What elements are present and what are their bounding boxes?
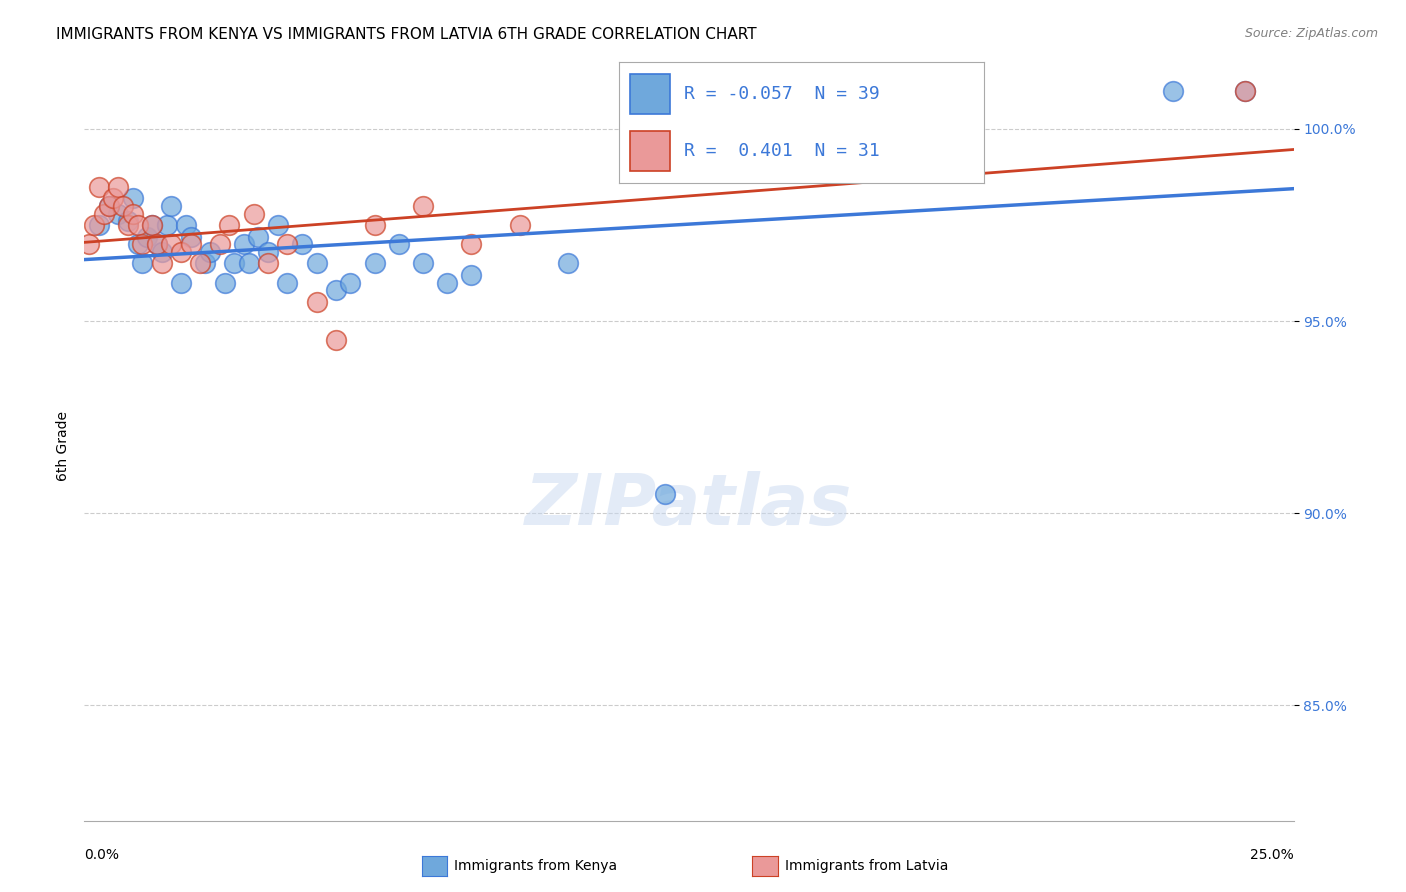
Point: [146, 237, 169, 252]
Point: [214, 276, 236, 290]
Point: [160, 237, 183, 252]
Point: [107, 206, 129, 220]
Point: [339, 276, 361, 290]
Point: [121, 206, 143, 220]
Point: [363, 218, 385, 232]
Y-axis label: 6th Grade: 6th Grade: [56, 411, 70, 481]
Point: [103, 191, 125, 205]
Point: [170, 276, 193, 290]
Point: [208, 237, 231, 252]
Point: [131, 237, 153, 252]
Point: [155, 218, 177, 232]
Point: [127, 237, 149, 252]
Point: [141, 218, 163, 232]
Bar: [630, 131, 669, 171]
Point: [388, 237, 411, 252]
Point: [218, 218, 240, 232]
Point: [654, 487, 676, 501]
Point: [190, 256, 212, 270]
Point: [436, 276, 458, 290]
Point: [557, 256, 579, 270]
Point: [83, 218, 105, 232]
Point: [305, 294, 328, 309]
Point: [238, 256, 260, 270]
Point: [141, 218, 163, 232]
Point: [1234, 84, 1257, 98]
Point: [87, 218, 110, 232]
Point: [136, 229, 159, 244]
Text: Immigrants from Latvia: Immigrants from Latvia: [785, 859, 948, 873]
Point: [150, 244, 173, 259]
Point: [87, 179, 110, 194]
Point: [77, 237, 100, 252]
Point: [117, 218, 139, 232]
Point: [1161, 84, 1184, 98]
Point: [460, 237, 482, 252]
Point: [412, 256, 434, 270]
Point: [97, 199, 120, 213]
Point: [146, 237, 169, 252]
Point: [247, 229, 270, 244]
Point: [150, 256, 173, 270]
Point: [233, 237, 256, 252]
Text: Source: ZipAtlas.com: Source: ZipAtlas.com: [1244, 27, 1378, 40]
Point: [194, 256, 217, 270]
Point: [325, 284, 347, 298]
Point: [180, 237, 202, 252]
Text: 0.0%: 0.0%: [84, 848, 120, 863]
Point: [325, 334, 347, 348]
Point: [276, 276, 298, 290]
Point: [170, 244, 193, 259]
Point: [160, 199, 183, 213]
Point: [107, 179, 129, 194]
Point: [131, 256, 153, 270]
Point: [267, 218, 290, 232]
Point: [509, 218, 531, 232]
Point: [224, 256, 246, 270]
Text: IMMIGRANTS FROM KENYA VS IMMIGRANTS FROM LATVIA 6TH GRADE CORRELATION CHART: IMMIGRANTS FROM KENYA VS IMMIGRANTS FROM…: [56, 27, 756, 42]
Point: [305, 256, 328, 270]
Text: 25.0%: 25.0%: [1250, 848, 1294, 863]
Point: [257, 244, 280, 259]
Point: [460, 268, 482, 282]
Point: [291, 237, 314, 252]
Point: [174, 218, 197, 232]
Text: R = -0.057  N = 39: R = -0.057 N = 39: [685, 86, 880, 103]
Point: [121, 191, 143, 205]
Bar: [630, 75, 669, 114]
Point: [242, 206, 264, 220]
Point: [180, 229, 202, 244]
Point: [97, 199, 120, 213]
Point: [1234, 84, 1257, 98]
Point: [93, 206, 115, 220]
Point: [363, 256, 385, 270]
Point: [112, 199, 135, 213]
Point: [276, 237, 298, 252]
Point: [127, 218, 149, 232]
Point: [198, 244, 221, 259]
Text: ZIPatlas: ZIPatlas: [526, 472, 852, 541]
Point: [117, 214, 139, 228]
Text: Immigrants from Kenya: Immigrants from Kenya: [454, 859, 617, 873]
Text: R =  0.401  N = 31: R = 0.401 N = 31: [685, 142, 880, 160]
Point: [257, 256, 280, 270]
Point: [412, 199, 434, 213]
